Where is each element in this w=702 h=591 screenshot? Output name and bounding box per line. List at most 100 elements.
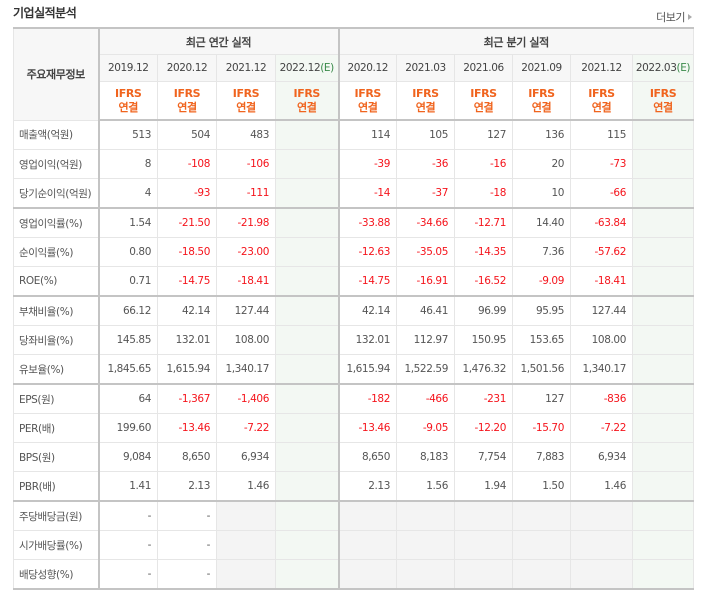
row-label: 유보율(%) xyxy=(13,354,100,385)
value-cell: -14.75 xyxy=(337,266,397,297)
value-cell: - xyxy=(157,530,217,560)
value-cell: 14.40 xyxy=(512,207,571,238)
value-cell xyxy=(631,178,695,209)
quarterly-group-header: 최근 분기 실적 xyxy=(337,27,695,55)
value-cell: 127.44 xyxy=(216,295,276,326)
value-cell: 42.14 xyxy=(337,295,397,326)
value-cell: -33.88 xyxy=(337,207,397,238)
value-cell xyxy=(631,559,695,590)
value-cell: -9.09 xyxy=(512,266,571,297)
section-title: 기업실적분석 xyxy=(13,6,77,20)
value-cell: -18.50 xyxy=(157,237,217,267)
value-cell: 0.71 xyxy=(98,266,158,297)
value-cell: 127 xyxy=(454,119,513,150)
unit-header: IFRS 연결 xyxy=(570,81,633,121)
value-cell xyxy=(631,266,695,297)
value-cell: 127 xyxy=(512,383,571,414)
value-cell xyxy=(275,383,339,414)
value-cell: 513 xyxy=(98,119,158,150)
value-cell xyxy=(275,471,339,502)
value-cell: 105 xyxy=(396,119,455,150)
value-cell: 127.44 xyxy=(570,295,633,326)
value-cell: 1,501.56 xyxy=(512,354,571,385)
unit-header: IFRS 연결 xyxy=(454,81,513,121)
unit-header: IFRS 연결 xyxy=(396,81,455,121)
unit-consolidated: 연결 xyxy=(236,100,256,114)
value-cell: 1,615.94 xyxy=(337,354,397,385)
period-label: 2021.12 xyxy=(581,62,622,74)
value-cell: -63.84 xyxy=(570,207,633,238)
value-cell xyxy=(275,119,339,150)
value-cell: -57.62 xyxy=(570,237,633,267)
chevron-right-icon xyxy=(688,14,692,20)
value-cell xyxy=(631,471,695,502)
value-cell: 66.12 xyxy=(98,295,158,326)
table-row: 매출액(억원) 513 504 483 114 105 127 136 115 xyxy=(13,119,695,150)
table-row: PER(배) 199.60 -13.46 -7.22 -13.46 -9.05 -12.20… xyxy=(13,413,695,443)
table-row: 영업이익(억원) 8 -108 -106 -39 -36 -16 20 -73 xyxy=(13,149,695,179)
value-cell: 96.99 xyxy=(454,295,513,326)
value-cell xyxy=(216,530,276,560)
value-cell: - xyxy=(98,530,158,560)
value-cell: 7,883 xyxy=(512,442,571,472)
value-cell: 136 xyxy=(512,119,571,150)
value-cell xyxy=(396,500,455,531)
value-cell: 20 xyxy=(512,149,571,179)
value-cell: -37 xyxy=(396,178,455,209)
value-cell: -21.98 xyxy=(216,207,276,238)
value-cell: 1.50 xyxy=(512,471,571,502)
row-label: 당좌비율(%) xyxy=(13,325,100,355)
value-cell xyxy=(631,325,695,355)
value-cell: -36 xyxy=(396,149,455,179)
period-header: 2022.03(E) xyxy=(631,54,695,82)
value-cell: -182 xyxy=(337,383,397,414)
value-cell: 1,340.17 xyxy=(570,354,633,385)
table-row: 당좌비율(%) 145.85 132.01 108.00 132.01 112.97 150… xyxy=(13,325,695,355)
table-row: BPS(원) 9,084 8,650 6,934 8,650 8,183 7,754 7,88… xyxy=(13,442,695,472)
value-cell: 504 xyxy=(157,119,217,150)
estimate-mark: (E) xyxy=(676,62,691,74)
period-label: 2021.09 xyxy=(521,62,562,74)
value-cell: 7,754 xyxy=(454,442,513,472)
value-cell: 483 xyxy=(216,119,276,150)
period-label: 2022.03 xyxy=(635,62,677,74)
value-cell: -66 xyxy=(570,178,633,209)
value-cell xyxy=(337,559,397,590)
unit-header: IFRS 연결 xyxy=(275,81,339,121)
value-cell: 145.85 xyxy=(98,325,158,355)
value-cell xyxy=(631,354,695,385)
estimate-mark: (E) xyxy=(320,62,334,74)
value-cell: 4 xyxy=(98,178,158,209)
value-cell: -106 xyxy=(216,149,276,179)
value-cell: - xyxy=(157,500,217,531)
value-cell xyxy=(275,295,339,326)
value-cell: -16 xyxy=(454,149,513,179)
unit-ifrs: IFRS xyxy=(354,86,382,100)
value-cell: -73 xyxy=(570,149,633,179)
financial-table: 주요재무정보 최근 연간 실적 최근 분기 실적 2019.12 2020.12 2… xyxy=(13,27,695,590)
period-label: 2021.06 xyxy=(463,62,504,74)
row-label: ROE(%) xyxy=(13,266,100,297)
value-cell: 150.95 xyxy=(454,325,513,355)
value-cell: 8,650 xyxy=(157,442,217,472)
period-label: 2020.12 xyxy=(166,62,208,74)
value-cell xyxy=(631,295,695,326)
row-label: PER(배) xyxy=(13,413,100,443)
value-cell: 1.54 xyxy=(98,207,158,238)
period-header: 2020.12 xyxy=(337,54,397,82)
value-cell xyxy=(631,413,695,443)
value-cell: -13.46 xyxy=(157,413,217,443)
value-cell xyxy=(631,119,695,150)
value-cell: 2.13 xyxy=(157,471,217,502)
value-cell: 153.65 xyxy=(512,325,571,355)
unit-header: IFRS 연결 xyxy=(98,81,158,121)
unit-consolidated: 연결 xyxy=(473,100,494,114)
value-cell: 199.60 xyxy=(98,413,158,443)
more-link[interactable]: 더보기 xyxy=(656,9,692,25)
value-cell: - xyxy=(157,559,217,590)
period-label: 2021.12 xyxy=(225,62,267,74)
row-label: 영업이익(억원) xyxy=(13,149,100,179)
row-label: 부채비율(%) xyxy=(13,295,100,326)
value-cell: 1,522.59 xyxy=(396,354,455,385)
value-cell xyxy=(337,500,397,531)
